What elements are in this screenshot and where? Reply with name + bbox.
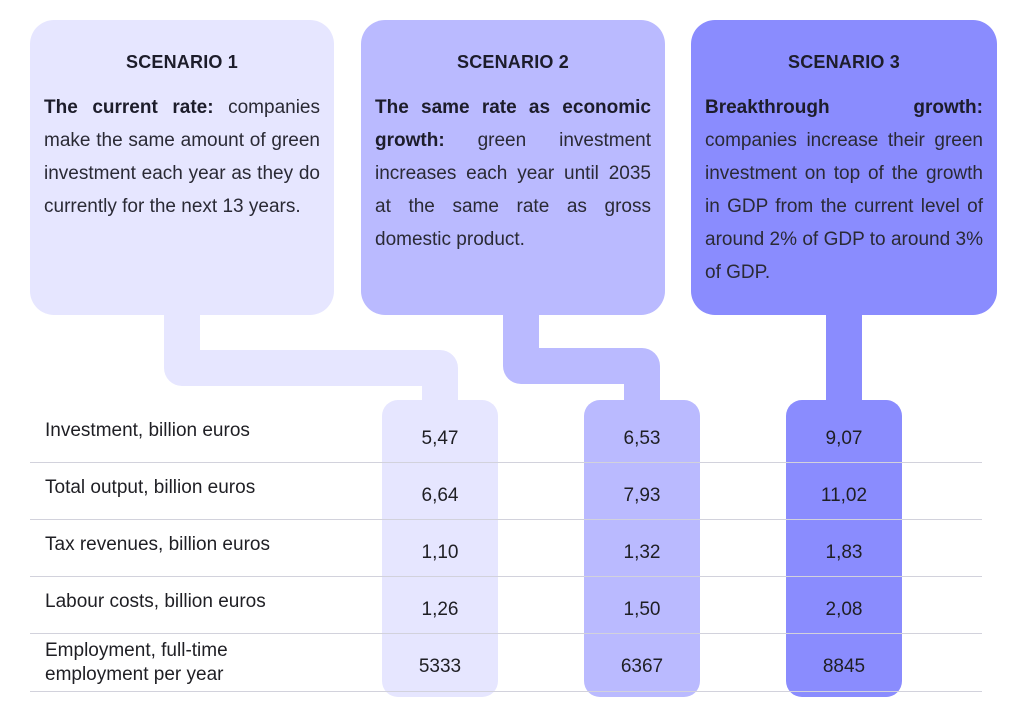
scenario-3-lead: Breakthrough growth: — [705, 97, 983, 118]
table-cell-scenario-3: 8845 — [822, 656, 866, 677]
scenario-2-column — [584, 400, 700, 697]
scenario-2-title: SCENARIO 2 — [456, 52, 570, 72]
table-cell-scenario-3: 11,02 — [820, 485, 868, 506]
table-cell-scenario-3: 9,07 — [825, 428, 863, 449]
row-divider — [30, 519, 982, 520]
scenario-1-description: The current rate: companies make the sam… — [44, 91, 320, 223]
row-label: Labour costs, billion euros — [45, 591, 266, 612]
table-cell-scenario-2: 1,32 — [623, 542, 661, 563]
connector-scenario-2 — [503, 300, 660, 420]
row-label: Investment, billion euros — [45, 420, 250, 441]
scenario-3-text: companies increase their green investmen… — [705, 130, 983, 283]
scenario-2-description: The same rate as economic growth: green … — [375, 91, 651, 256]
scenario-2-card: SCENARIO 2 The same rate as economic gro… — [361, 20, 665, 315]
row-label: Total output, billion euros — [45, 477, 256, 498]
scenario-1-lead: The current rate: — [44, 97, 214, 118]
table-cell-scenario-2: 7,93 — [623, 485, 661, 506]
scenario-3-description: Breakthrough growth: companies increase … — [705, 91, 983, 289]
table-cell-scenario-1: 1,26 — [421, 599, 459, 620]
scenario-1-title: SCENARIO 1 — [125, 52, 239, 72]
scenario-3-card: SCENARIO 3 Breakthrough growth: companie… — [691, 20, 997, 315]
table-cell-scenario-1: 6,64 — [421, 485, 459, 506]
table-cell-scenario-2: 1,50 — [623, 599, 661, 620]
table-cell-scenario-1: 1,10 — [421, 542, 459, 563]
row-label: Tax revenues, billion euros — [45, 534, 270, 555]
row-divider — [30, 462, 982, 463]
row-divider — [30, 633, 982, 634]
table-cell-scenario-1: 5,47 — [421, 428, 459, 449]
table-cell-scenario-3: 2,08 — [825, 599, 863, 620]
scenario-1-card: SCENARIO 1 The current rate: companies m… — [30, 20, 334, 315]
row-divider — [30, 691, 982, 692]
row-divider — [30, 576, 982, 577]
scenario-3-title: SCENARIO 3 — [787, 52, 901, 72]
scenario-1-column — [382, 400, 498, 697]
connector-scenario-1 — [164, 300, 458, 420]
table-cell-scenario-2: 6367 — [620, 656, 664, 677]
row-label: Employment, full-time employment per yea… — [45, 640, 228, 685]
table-cell-scenario-1: 5333 — [418, 656, 462, 677]
scenario-1-text: companies make the same amount of green … — [44, 97, 320, 217]
scenario-2-lead: The same rate as economic growth: — [375, 97, 651, 151]
scenario-3-column — [786, 400, 902, 697]
scenario-2-text: green investment increases each year unt… — [375, 130, 651, 250]
table-cell-scenario-3: 1,83 — [825, 542, 863, 563]
table-cell-scenario-2: 6,53 — [623, 428, 661, 449]
